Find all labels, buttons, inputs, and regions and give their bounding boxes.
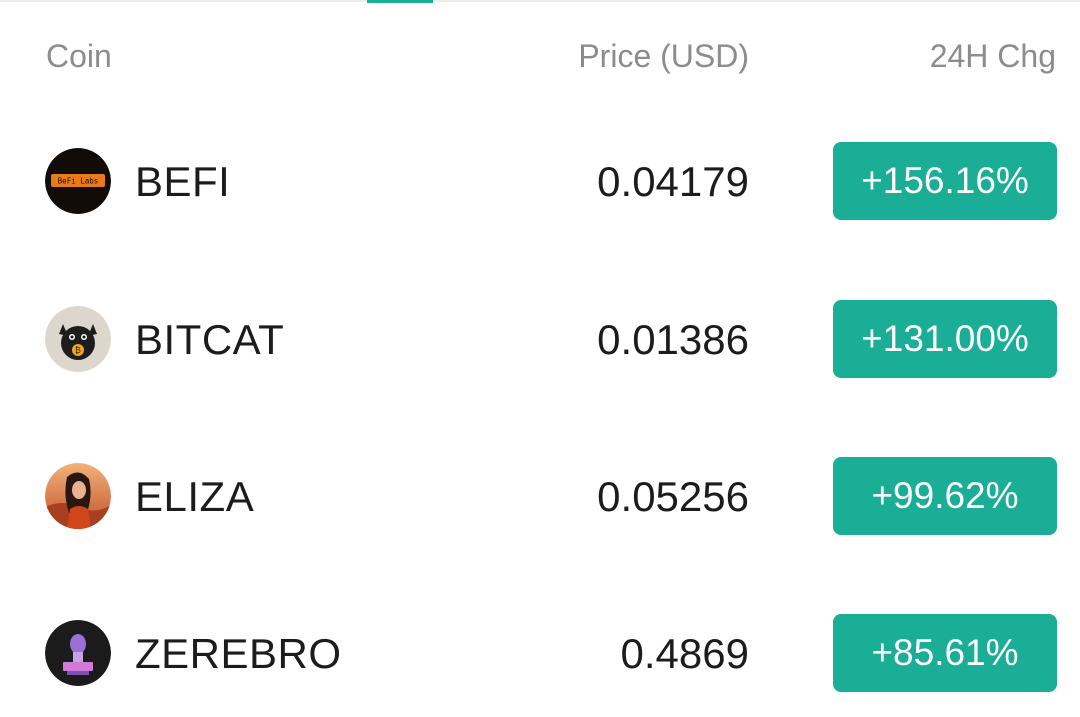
coin-name: ZEREBRO <box>135 630 342 677</box>
table-row[interactable]: ZEREBRO 0.4869 +85.61% <box>0 614 1080 694</box>
active-tab-indicator <box>367 0 433 3</box>
change-badge[interactable]: +99.62% <box>833 457 1057 535</box>
coin-name: ELIZA <box>135 473 255 520</box>
change-badge[interactable]: +131.00% <box>833 300 1057 378</box>
change-badge[interactable]: +85.61% <box>833 614 1057 692</box>
table-row[interactable]: ₿ BITCAT 0.01386 +131.00% <box>0 300 1080 380</box>
column-header-change[interactable]: 24H Chg <box>929 38 1056 74</box>
coin-price: 0.4869 <box>620 630 749 677</box>
tab-bar-divider <box>0 0 1080 2</box>
table-row[interactable]: BeFi Labs BEFI 0.04179 +156.16% <box>0 142 1080 222</box>
column-header-price[interactable]: Price (USD) <box>578 38 749 74</box>
table-header: Coin Price (USD) 24H Chg <box>0 38 1080 82</box>
coin-price: 0.04179 <box>597 158 749 205</box>
change-badge[interactable]: +156.16% <box>833 142 1057 220</box>
befi-labs-logo-icon: BeFi Labs <box>45 148 111 214</box>
coin-name: BEFI <box>135 158 231 205</box>
coin-price: 0.01386 <box>597 316 749 363</box>
eliza-avatar-icon <box>45 463 111 529</box>
zerebro-logo-icon <box>45 620 111 686</box>
coin-price: 0.05256 <box>597 473 749 520</box>
svg-text:₿: ₿ <box>75 346 81 355</box>
column-header-coin[interactable]: Coin <box>46 38 112 74</box>
bitcat-logo-icon: ₿ <box>45 306 111 372</box>
svg-text:BeFi Labs: BeFi Labs <box>58 177 99 186</box>
table-row[interactable]: ELIZA 0.05256 +99.62% <box>0 457 1080 537</box>
coin-name: BITCAT <box>135 316 285 363</box>
